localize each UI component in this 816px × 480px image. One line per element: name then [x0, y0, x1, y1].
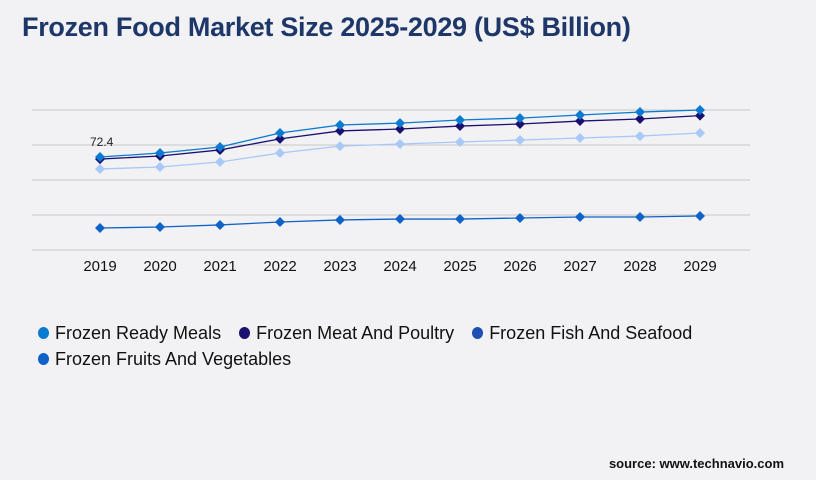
data-point [455, 136, 465, 147]
data-point [395, 214, 405, 225]
data-point [395, 118, 405, 129]
data-point [395, 139, 405, 150]
data-point [335, 125, 345, 136]
data-point [695, 210, 705, 221]
data-point [635, 107, 645, 118]
legend-marker-icon [38, 353, 49, 365]
data-point [515, 213, 525, 224]
x-tick-label: 2022 [263, 258, 296, 275]
x-tick-label: 2029 [683, 258, 716, 275]
data-point [275, 127, 285, 138]
source-note: source: www.technavio.com [608, 456, 784, 471]
legend-item: Frozen Ready Meals [38, 322, 221, 344]
x-tick-label: 2026 [503, 258, 536, 275]
legend-label: Frozen Meat And Poultry [256, 322, 455, 343]
data-point [155, 148, 165, 159]
data-point [95, 163, 105, 174]
data-point [515, 113, 525, 124]
data-point [275, 217, 285, 227]
data-point [635, 113, 645, 124]
line-chart: 2019 2020 2021 2022 2023 2024 2025 2026 2027 2028… [32, 105, 750, 275]
legend-label: Frozen Fruits And Vegetables [55, 348, 292, 369]
data-point [575, 211, 585, 222]
x-tick-label: 2028 [623, 258, 656, 275]
x-tick-label: 2027 [563, 258, 596, 275]
data-point [335, 120, 345, 131]
x-tick-label: 2025 [443, 258, 476, 275]
legend-item: Frozen Meat And Poultry [239, 322, 454, 344]
data-point [95, 152, 105, 163]
data-point [695, 127, 705, 138]
data-point [215, 141, 225, 152]
data-point [455, 214, 465, 225]
data-point [695, 105, 705, 115]
data-point [575, 110, 585, 121]
data-point [695, 110, 705, 121]
data-point [395, 124, 405, 135]
x-tick-label: 2020 [143, 258, 176, 275]
legend: Frozen Ready Meals Frozen Meat And Poultr… [38, 322, 758, 370]
data-point [515, 119, 525, 129]
legend-item: Frozen Fish And Seafood [472, 322, 692, 344]
data-point [155, 162, 165, 173]
data-point [335, 214, 345, 225]
series-line-2 [99, 132, 701, 170]
data-point [215, 219, 225, 230]
data-label: 72.4 [90, 135, 114, 149]
x-tick-label: 2021 [203, 258, 236, 275]
chart-title: Frozen Food Market Size 2025-2029 (US$ B… [22, 12, 631, 42]
data-point [515, 135, 525, 146]
data-point [455, 121, 465, 132]
data-point [335, 141, 345, 152]
legend-marker-icon [239, 327, 251, 339]
legend-item: Frozen Fruits And Vegetables [38, 348, 291, 370]
data-point [95, 223, 105, 234]
data-point [575, 116, 585, 127]
data-point [275, 133, 285, 144]
legend-marker-icon [38, 327, 49, 339]
legend-marker-icon [472, 327, 484, 339]
data-point [155, 222, 165, 233]
legend-label: Frozen Fish And Seafood [489, 322, 693, 343]
x-tick-label: 2019 [83, 258, 116, 275]
data-point [275, 148, 285, 159]
data-point [215, 157, 225, 168]
x-tick-label: 2023 [323, 258, 356, 275]
data-point [575, 133, 585, 143]
data-point [455, 115, 465, 126]
x-tick-label: 2024 [383, 258, 416, 275]
data-point [635, 131, 645, 142]
legend-label: Frozen Ready Meals [55, 322, 222, 343]
data-point [635, 211, 645, 222]
